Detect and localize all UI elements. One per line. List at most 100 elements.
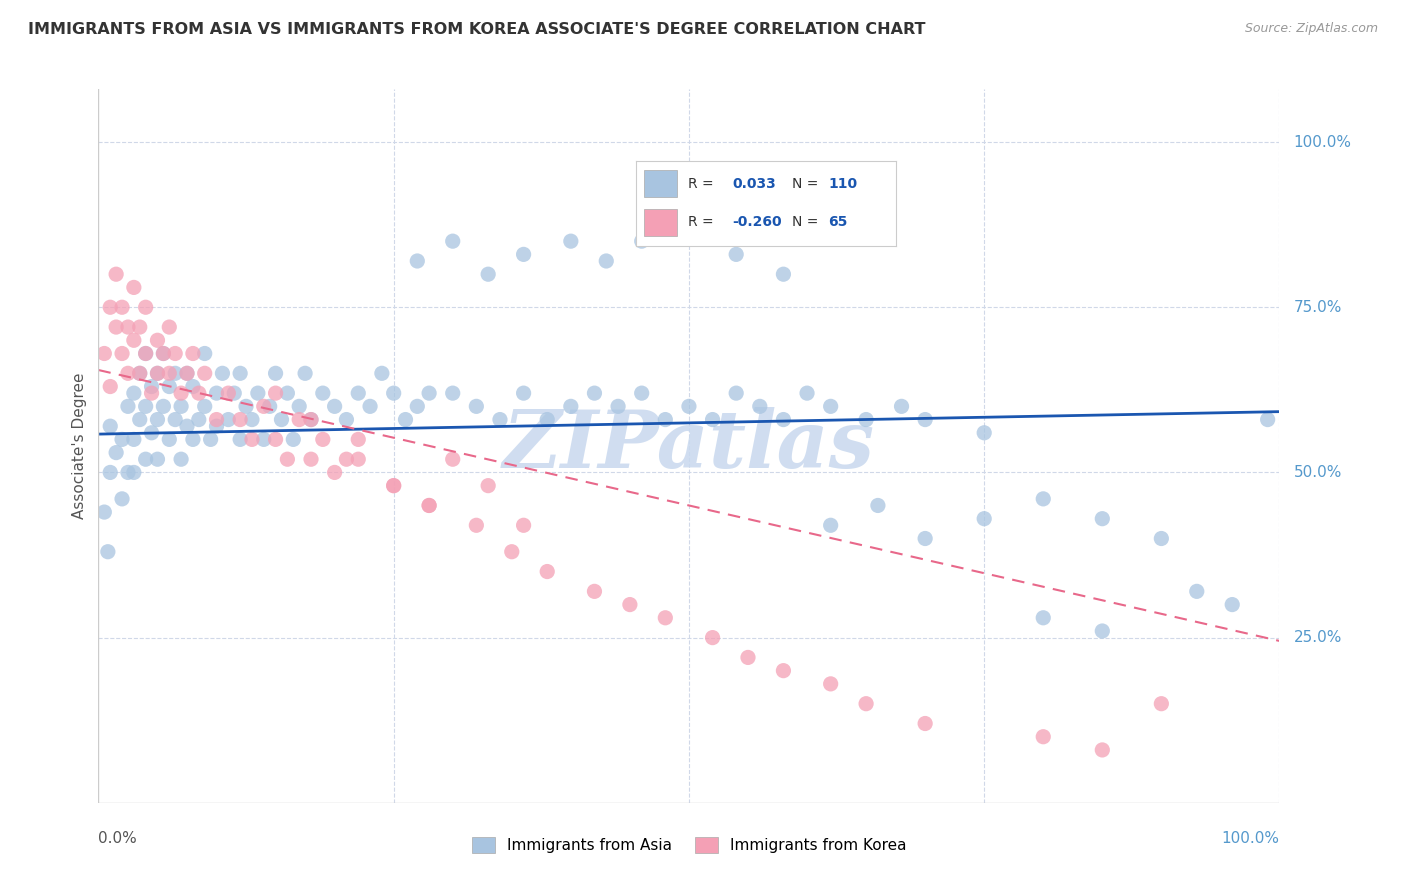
Point	[560, 234, 582, 248]
Point	[122, 333, 145, 347]
Point	[1091, 624, 1114, 638]
Point	[382, 386, 405, 401]
Point	[347, 433, 370, 447]
Text: 65: 65	[828, 215, 848, 229]
Point	[489, 412, 512, 426]
Point	[299, 412, 322, 426]
Point	[1185, 584, 1208, 599]
Point	[217, 386, 239, 401]
Point	[772, 267, 794, 281]
Point	[111, 433, 134, 447]
Point	[1091, 511, 1114, 525]
Point	[141, 425, 163, 440]
Point	[312, 433, 335, 447]
Point	[152, 346, 174, 360]
Y-axis label: Associate's Degree: Associate's Degree	[72, 373, 87, 519]
Text: Source: ZipAtlas.com: Source: ZipAtlas.com	[1244, 22, 1378, 36]
Point	[441, 234, 464, 248]
Point	[772, 412, 794, 426]
Point	[347, 386, 370, 401]
Point	[111, 491, 134, 506]
Point	[181, 433, 204, 447]
Point	[128, 320, 150, 334]
Point	[654, 412, 676, 426]
Text: -0.260: -0.260	[733, 215, 782, 229]
Point	[98, 466, 121, 480]
Point	[194, 400, 217, 414]
Point	[240, 412, 263, 426]
Text: 75.0%: 75.0%	[1294, 300, 1341, 315]
Bar	[644, 209, 678, 235]
Point	[105, 445, 128, 459]
Point	[583, 386, 606, 401]
Point	[229, 412, 252, 426]
Point	[141, 386, 163, 401]
Point	[122, 386, 145, 401]
Point	[465, 400, 488, 414]
Point	[235, 400, 257, 414]
Point	[146, 367, 169, 381]
Point	[181, 346, 204, 360]
Point	[105, 320, 128, 334]
Point	[418, 499, 440, 513]
Point	[276, 386, 298, 401]
Point	[1220, 598, 1243, 612]
Point	[146, 333, 169, 347]
Point	[211, 367, 233, 381]
Point	[312, 386, 335, 401]
Point	[465, 518, 488, 533]
Point	[595, 254, 617, 268]
Point	[187, 412, 209, 426]
Point	[259, 400, 281, 414]
Text: R =: R =	[688, 215, 717, 229]
Point	[866, 499, 889, 513]
Point	[973, 425, 995, 440]
Point	[512, 386, 534, 401]
Point	[371, 367, 394, 381]
Point	[170, 386, 193, 401]
Point	[157, 379, 180, 393]
Text: 0.0%: 0.0%	[98, 831, 138, 847]
Point	[725, 386, 748, 401]
Point	[117, 367, 139, 381]
Point	[135, 400, 157, 414]
Point	[253, 433, 276, 447]
Point	[477, 478, 499, 492]
Point	[973, 511, 995, 525]
Point	[93, 505, 115, 519]
Point	[288, 400, 311, 414]
Point	[914, 532, 936, 546]
Point	[117, 320, 139, 334]
Point	[122, 280, 145, 294]
Point	[157, 367, 180, 381]
Point	[170, 400, 193, 414]
Point	[418, 499, 440, 513]
Point	[157, 433, 180, 447]
Point	[205, 412, 228, 426]
Point	[323, 466, 346, 480]
Point	[165, 346, 187, 360]
Point	[418, 386, 440, 401]
Point	[152, 346, 174, 360]
Point	[98, 419, 121, 434]
Point	[820, 518, 842, 533]
Point	[152, 400, 174, 414]
Text: 100.0%: 100.0%	[1222, 831, 1279, 847]
Text: IMMIGRANTS FROM ASIA VS IMMIGRANTS FROM KOREA ASSOCIATE'S DEGREE CORRELATION CHA: IMMIGRANTS FROM ASIA VS IMMIGRANTS FROM …	[28, 22, 925, 37]
Point	[170, 452, 193, 467]
Point	[128, 412, 150, 426]
Point	[1150, 697, 1173, 711]
Point	[796, 386, 818, 401]
Text: N =: N =	[792, 215, 823, 229]
Point	[382, 478, 405, 492]
Point	[146, 452, 169, 467]
Point	[512, 518, 534, 533]
Point	[283, 433, 305, 447]
Point	[253, 400, 276, 414]
Point	[98, 300, 121, 314]
Point	[536, 412, 558, 426]
Text: 25.0%: 25.0%	[1294, 630, 1341, 645]
Point	[536, 565, 558, 579]
Point	[181, 379, 204, 393]
Point	[737, 650, 759, 665]
